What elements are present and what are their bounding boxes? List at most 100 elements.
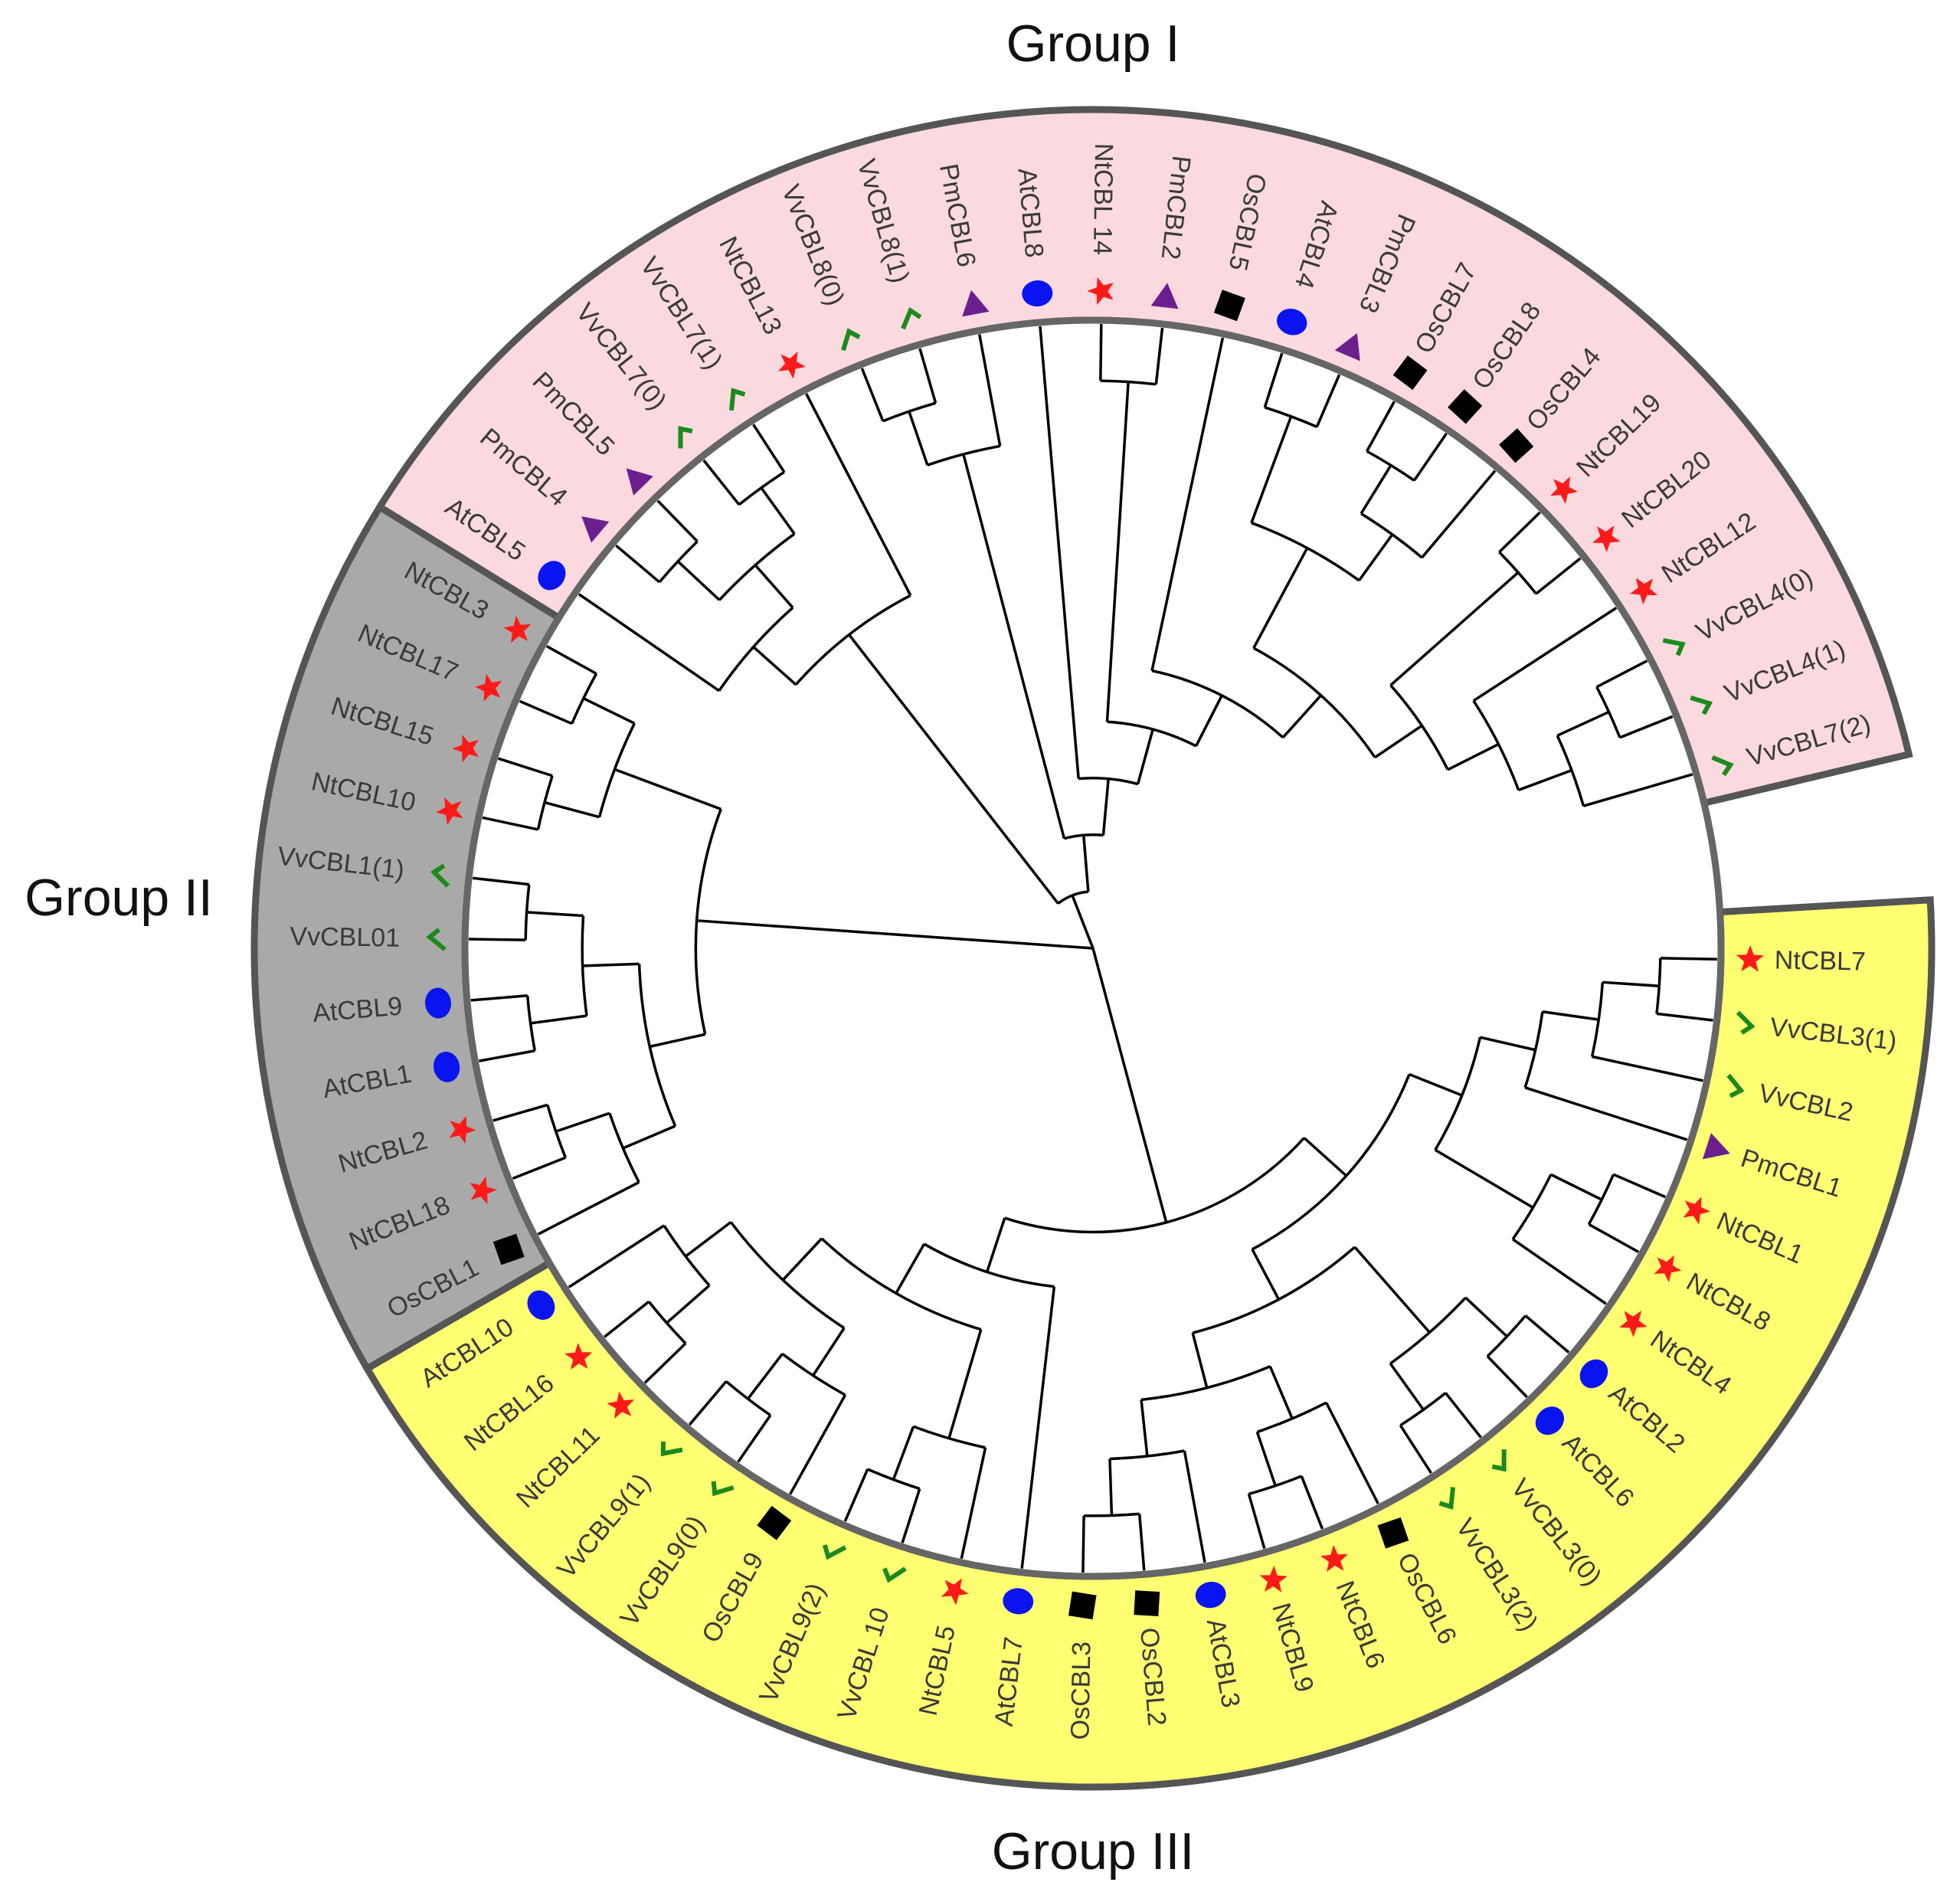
branch-line <box>747 1353 784 1400</box>
marker-check-icon <box>1491 1449 1507 1472</box>
branch-line <box>1315 374 1341 427</box>
branch-line <box>1105 381 1130 722</box>
branch-arc <box>1256 1401 1327 1434</box>
branch-arc <box>694 808 722 1035</box>
marker-star-icon <box>503 615 532 643</box>
branch-arc <box>1140 1365 1271 1402</box>
branch-arc <box>597 722 636 818</box>
marker-triangle-icon <box>1334 332 1360 362</box>
branch-line <box>908 411 929 466</box>
marker-square-icon <box>1213 290 1245 322</box>
branch-line <box>985 1217 1006 1273</box>
marker-check-icon <box>711 1481 735 1497</box>
branch-line <box>1535 557 1582 595</box>
branch-line <box>1389 571 1520 686</box>
marker-square-icon <box>1377 1517 1409 1549</box>
branch-line <box>1389 1363 1425 1411</box>
branch-line <box>1595 660 1648 689</box>
branch-line <box>1154 327 1164 385</box>
branch-line <box>472 876 529 886</box>
branch-arc <box>1251 521 1360 582</box>
branch-line <box>1136 728 1154 785</box>
branch-line <box>578 593 720 692</box>
tree-branches <box>469 324 1717 1573</box>
branch-line <box>812 1327 846 1376</box>
marker-check-icon <box>1726 1073 1745 1098</box>
marker-triangle-icon <box>581 516 610 543</box>
marker-circle-icon <box>538 561 566 591</box>
branch-line <box>1263 352 1284 408</box>
branch-line <box>1360 464 1392 515</box>
branch-line <box>1353 1246 1431 1334</box>
marker-check-icon <box>1736 1010 1755 1035</box>
branch-arc <box>1389 1296 1467 1365</box>
marker-triangle-icon <box>1702 1133 1730 1160</box>
marker-check-icon <box>1662 638 1686 656</box>
branch-line <box>918 348 937 404</box>
marker-check-icon <box>426 928 447 951</box>
marker-star-icon <box>1087 277 1114 306</box>
marker-star-icon <box>1320 1544 1348 1573</box>
leaf-label: OsCBL3 <box>1065 1642 1096 1740</box>
group-2-title: Group II <box>25 869 213 927</box>
branch-arc <box>1057 890 1089 905</box>
branch-line <box>1150 337 1225 672</box>
branch-line <box>1255 1431 1277 1487</box>
branch-arc <box>794 594 911 686</box>
branch-arc <box>1107 720 1197 748</box>
branch-line <box>1434 1148 1534 1209</box>
branch-line <box>604 1300 650 1338</box>
branch-line <box>649 1033 706 1049</box>
branch-line <box>1374 724 1423 759</box>
marker-star-icon <box>436 797 463 826</box>
branch-line <box>1524 1086 1688 1141</box>
branch-arc <box>1590 982 1605 1057</box>
leaf-label: NtCBL7 <box>1775 946 1867 977</box>
marker-star-icon <box>607 1391 635 1419</box>
branch-line <box>1082 835 1090 892</box>
marker-star-icon <box>452 735 479 763</box>
branch-line <box>544 800 600 819</box>
marker-circle-icon <box>1022 280 1053 307</box>
branch-line <box>622 1124 676 1150</box>
marker-check-icon <box>841 328 861 352</box>
branch-line <box>530 1014 587 1025</box>
marker-check-icon <box>660 1441 683 1457</box>
branch-line <box>860 368 885 422</box>
branch-arc <box>608 1112 640 1183</box>
marker-circle-icon <box>1535 1406 1565 1435</box>
branch-line <box>1251 1249 1281 1301</box>
branch-arc <box>1192 1246 1356 1334</box>
branch-line <box>666 1284 711 1324</box>
marker-circle-icon <box>433 1051 460 1082</box>
marker-triangle-icon <box>626 468 653 496</box>
branch-line <box>1039 326 1080 779</box>
branch-line <box>1464 1296 1508 1337</box>
marker-star-icon <box>1683 1196 1710 1225</box>
branch-line <box>582 962 640 967</box>
branch-line <box>1524 1314 1570 1354</box>
leaf-label: VvCBL01 <box>290 922 400 953</box>
branch-line <box>892 1426 915 1481</box>
branch-line <box>526 911 584 918</box>
marker-triangle-icon <box>1150 283 1179 309</box>
branch-line <box>1412 433 1448 482</box>
branch-arc <box>1556 735 1585 807</box>
branch-line <box>1268 1366 1294 1419</box>
branch-arc <box>729 1221 846 1330</box>
branch-line <box>962 453 1066 840</box>
branch-line <box>1517 768 1572 792</box>
branch-line <box>1252 547 1309 649</box>
marker-star-icon <box>1259 1565 1288 1592</box>
marker-star-icon <box>1736 944 1765 972</box>
branch-line <box>555 1111 610 1133</box>
branch-line <box>895 1243 926 1295</box>
branch-line <box>482 816 538 831</box>
branch-arc <box>637 964 677 1127</box>
branch-arc <box>1595 686 1621 738</box>
branch-line <box>583 697 636 725</box>
branch-line <box>1550 1173 1603 1201</box>
branch-line <box>1366 401 1396 452</box>
marker-square-icon <box>757 1505 792 1540</box>
